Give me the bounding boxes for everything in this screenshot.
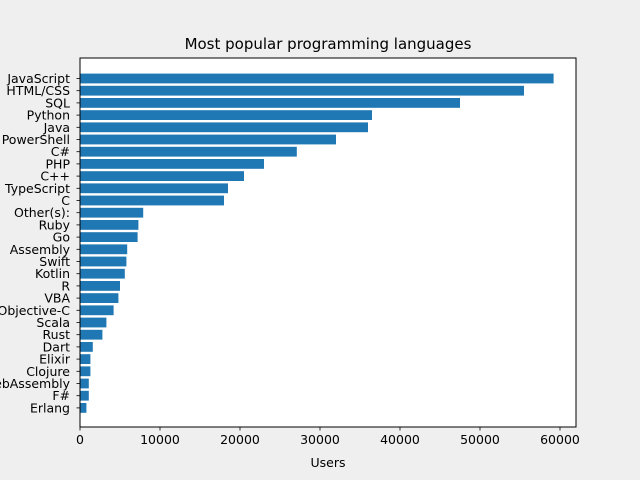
y-tick-label: Ruby [39,217,71,232]
bar-python [80,110,372,120]
bar-typescript [80,183,228,194]
bar-other-s- [80,207,144,218]
bar-kotlin [80,268,125,279]
bar-elixir [80,354,91,364]
x-tick-label: 40000 [380,432,420,447]
bar-c- [80,171,244,181]
bar-swift [80,256,127,267]
y-tick-label: WebAssembly [0,376,71,391]
x-tick-label: 50000 [460,432,500,447]
bar-ruby [80,220,139,230]
x-tick-label: 0 [76,432,84,447]
y-tick-label: Scala [36,315,70,330]
y-tick-label: R [61,278,70,293]
bar-go [80,232,138,242]
y-tick-label: PowerShell [2,132,70,147]
y-tick-label: C# [51,144,70,159]
y-tick-label: HTML/CSS [6,83,70,98]
y-tick-label: Erlang [30,400,70,415]
y-tick-label: C [61,193,70,208]
plot-frame [79,57,577,428]
y-tick-label: JavaScript [6,71,70,86]
x-tick-label: 20000 [220,432,260,447]
y-tick-label: Objective-C [0,303,70,318]
bar-powershell [80,134,336,145]
y-tick-label: Rust [43,327,71,342]
y-tick-label: Clojure [26,364,70,379]
x-axis-ticks: 0 10000 20000 30000 40000 50000 60000 [76,427,580,447]
bar-webassembly [80,378,89,389]
bar-java [80,122,368,133]
chart-title: Most popular programming languages [185,35,472,53]
y-tick-label: SQL [45,95,70,110]
y-tick-label: F# [52,388,70,403]
y-tick-label: C++ [40,169,70,184]
y-tick-label: PHP [46,156,71,171]
y-tick-label: VBA [44,291,70,306]
x-tick-label: 10000 [140,432,180,447]
bar-clojure [80,366,91,377]
y-tick-label: Go [53,230,70,245]
bar-assembly [80,244,128,255]
bar-erlang [80,403,87,413]
bar-scala [80,317,107,328]
bar-dart [80,342,93,352]
y-tick-label: Dart [43,339,70,354]
bar-c [80,195,224,206]
bar-javascript [80,73,554,84]
x-axis-label: Users [310,455,345,470]
bar-sql [80,98,460,108]
bar-php [80,159,264,169]
y-axis-ticks: JavaScriptHTML/CSSSQLPythonJavaPowerShel… [0,71,80,415]
bar-objective-c [80,305,114,316]
y-tick-label: Assembly [10,242,71,257]
y-tick-label: TypeScript [4,181,70,196]
bar-vba [80,293,119,303]
y-tick-label: Swift [39,254,70,269]
bars-group [80,73,554,413]
y-tick-label: Elixir [39,352,71,367]
y-tick-label: Other(s): [14,205,70,220]
y-tick-label: Python [27,108,70,123]
bar-c- [80,146,297,157]
y-tick-label: Java [43,120,70,135]
bar-html-css [80,85,524,96]
y-tick-label: Kotlin [35,266,70,281]
bar-r [80,281,120,291]
bar-f- [80,390,89,401]
bar-rust [80,329,103,340]
x-tick-label: 60000 [540,432,580,447]
x-tick-label: 30000 [300,432,340,447]
